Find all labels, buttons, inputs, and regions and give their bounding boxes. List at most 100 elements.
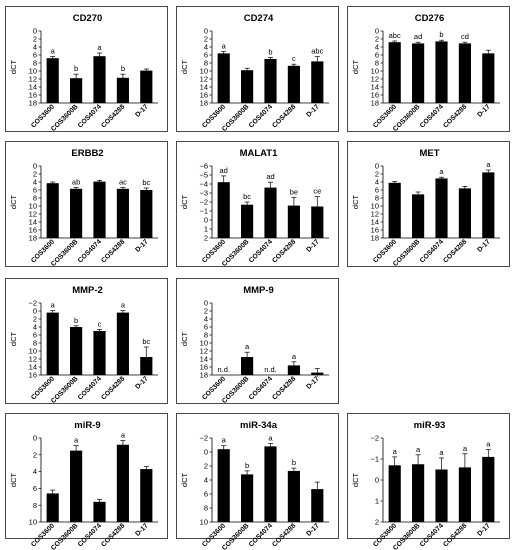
significance-label: a [245, 342, 250, 351]
x-tick-label: COS4288 [271, 522, 297, 548]
bar [46, 183, 59, 238]
y-tick-label: 18 [371, 99, 379, 108]
y-tick-label: −5 [199, 171, 208, 180]
y-tick-label: 8 [204, 504, 208, 513]
x-tick-label: COS4074 [77, 522, 103, 548]
y-tick-label: 2 [375, 35, 379, 44]
chart-title: CD270 [73, 13, 103, 24]
y-tick-label: 6 [33, 331, 37, 340]
y-tick-label: 0 [375, 162, 379, 171]
significance-label: bc [243, 192, 251, 201]
chart-title: MALAT1 [240, 148, 279, 159]
x-tick-label: D-17 [134, 522, 150, 538]
significance-label: a [121, 301, 126, 310]
significance-label: abc [311, 47, 323, 56]
bar [311, 489, 324, 522]
chart-svg: METdCT024681012141618COS3600COS3600BaCOS… [351, 148, 500, 268]
y-tick-label: 0 [33, 162, 37, 171]
bar [458, 43, 471, 103]
chart-panel: miR-9 dCT 0 2 4 6 8 10 COS3600 a COS3600B COS4074 a C… [5, 413, 168, 550]
y-tick-label: −1 [199, 207, 208, 216]
significance-label: bc [142, 178, 150, 187]
significance-label: a [222, 41, 227, 50]
bar [93, 501, 106, 522]
bar [46, 58, 59, 103]
x-tick-label: COS4074 [248, 522, 274, 548]
significance-label: ac [119, 178, 127, 187]
bar [217, 449, 230, 522]
chart-title: ERBB2 [71, 148, 103, 159]
x-tick-label: D-17 [476, 522, 492, 538]
bar [217, 53, 230, 103]
bar [264, 446, 277, 522]
x-tick-label: D-17 [134, 375, 150, 391]
y-tick-label: 18 [371, 234, 379, 243]
y-tick-label: 14 [371, 218, 379, 227]
not-detected-label: n.d. [217, 365, 230, 374]
y-tick-label: 2 [375, 518, 379, 527]
y-tick-label: 4 [204, 43, 208, 52]
chart-title: CD276 [415, 13, 445, 24]
chart-title: MET [419, 148, 439, 159]
y-tick-label: 0 [204, 216, 208, 225]
x-tick-label: COS4074 [77, 103, 103, 129]
y-tick-label: 14 [200, 83, 208, 92]
y-axis-label: dCT [180, 472, 189, 487]
y-tick-label: 4 [33, 178, 37, 187]
y-tick-label: 0 [375, 27, 379, 36]
y-tick-label: 12 [29, 355, 37, 364]
bar [116, 188, 129, 238]
x-tick-label: D-17 [305, 103, 321, 119]
y-tick-label: 4 [33, 323, 37, 332]
significance-label: b [245, 461, 249, 470]
not-detected-label: n.d. [264, 365, 277, 374]
y-axis-label: dCT [9, 472, 18, 487]
y-tick-label: 14 [29, 363, 37, 372]
x-tick-label: D-17 [305, 375, 321, 391]
y-tick-label: 4 [375, 43, 379, 52]
bar [93, 331, 106, 375]
significance-label: b [439, 30, 443, 39]
bar [388, 42, 401, 103]
y-tick-label: −3 [199, 189, 208, 198]
bar [388, 465, 401, 522]
chart-svg: CD276dCT024681012141618abcCOS3600adCOS36… [351, 13, 500, 133]
chart-title: MMP-2 [72, 285, 103, 296]
x-tick-label: COS4288 [271, 238, 297, 264]
chart-svg: MMP-2dCT−20246810121416aCOS3600bCOS3600B… [9, 285, 158, 405]
chart-svg: ERBB2dCT024681012141618COS3600abCOS3600B… [9, 148, 158, 268]
bar [264, 187, 277, 238]
y-tick-label: −2 [199, 434, 208, 443]
bar [241, 70, 254, 103]
bar [70, 188, 83, 238]
y-tick-label: 1 [375, 497, 379, 506]
y-tick-label: 2 [204, 234, 208, 243]
y-tick-label: 1 [204, 225, 208, 234]
y-tick-label: 8 [375, 194, 379, 203]
x-tick-label: D-17 [134, 103, 150, 119]
y-tick-label: −2 [28, 299, 37, 308]
y-tick-label: 16 [200, 91, 208, 100]
significance-label: c [292, 54, 296, 63]
y-tick-label: 12 [200, 347, 208, 356]
bar [93, 181, 106, 238]
y-tick-label: 16 [29, 371, 37, 380]
y-tick-label: 18 [29, 234, 37, 243]
chart-svg: CD270dCT024681012141618aCOS3600bCOS3600B… [9, 13, 158, 133]
x-tick-label: COS4288 [442, 238, 468, 264]
y-axis-label: dCT [180, 59, 189, 74]
y-tick-label: 8 [204, 59, 208, 68]
significance-label: ad [266, 172, 274, 181]
y-tick-label: 10 [200, 518, 208, 527]
y-tick-label: 8 [33, 501, 37, 510]
chart-panel: MET dCT 0 2 4 6 8 10 12 14 16 18 COS3600 COS3600B a COS… [347, 141, 510, 268]
bar [70, 450, 83, 522]
y-tick-label: 0 [204, 27, 208, 36]
significance-label: a [439, 167, 444, 176]
y-tick-label: −6 [199, 162, 208, 171]
y-tick-label: 6 [375, 186, 379, 195]
significance-label: b [121, 64, 125, 73]
y-axis-label: dCT [9, 331, 18, 346]
y-tick-label: 6 [33, 186, 37, 195]
chart-svg: CD274dCT024681012141618aCOS3600COS3600Bb… [180, 13, 329, 133]
